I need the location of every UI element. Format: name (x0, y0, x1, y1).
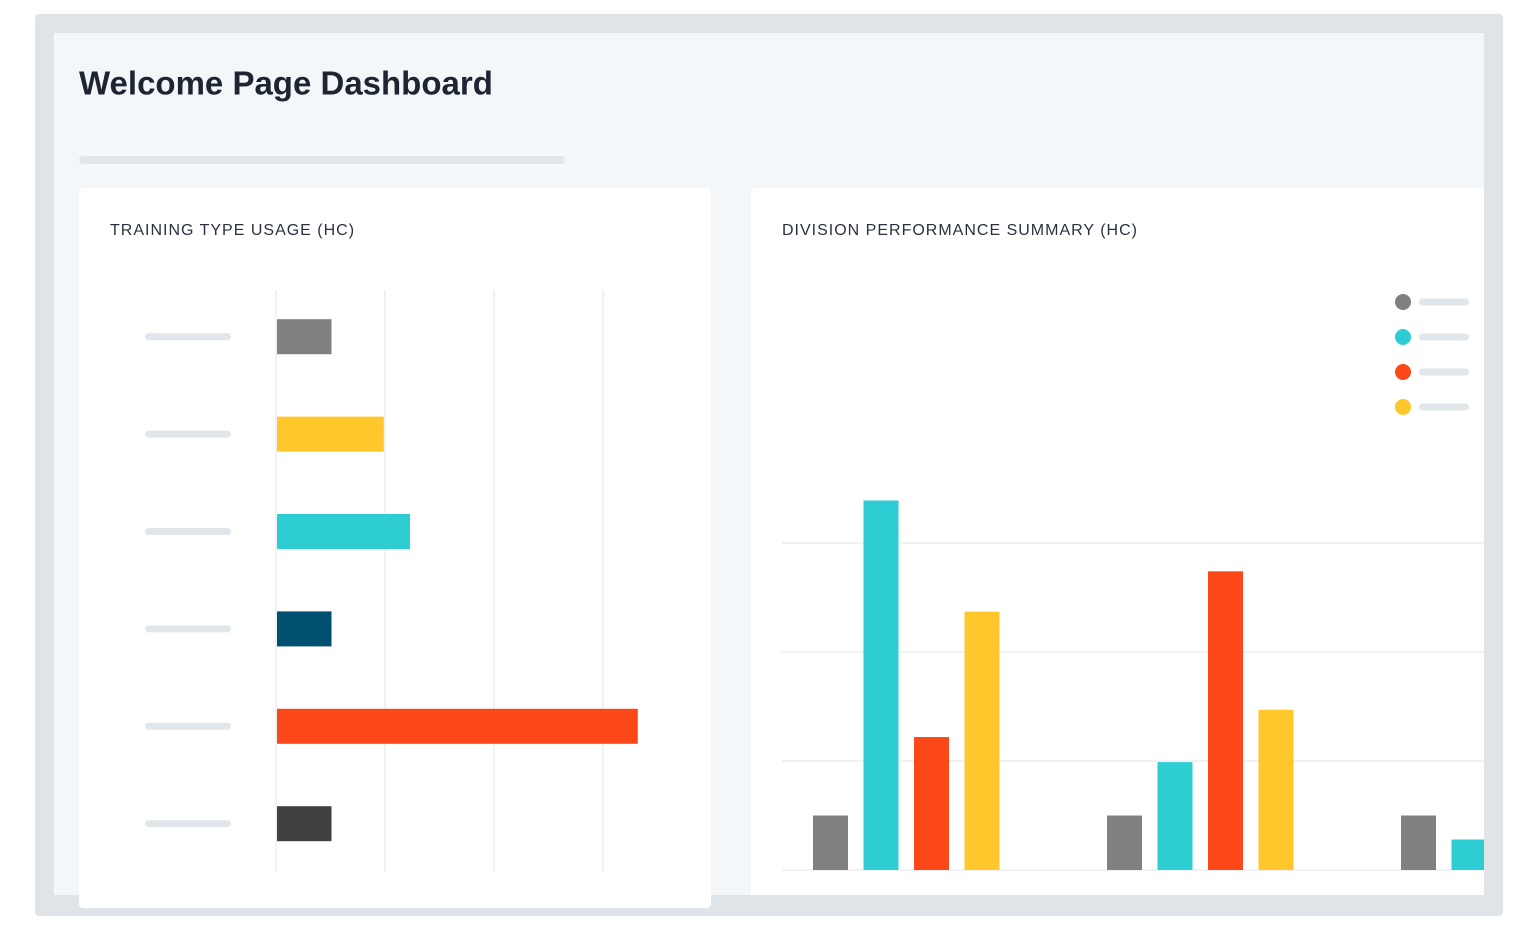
card (751, 188, 1484, 895)
label-placeholder (145, 430, 231, 438)
bar (277, 319, 332, 355)
bar (1258, 709, 1294, 870)
bar (277, 611, 332, 647)
bar (277, 416, 384, 452)
legend-placeholder (1419, 333, 1469, 341)
bar (277, 806, 332, 842)
label-placeholder (145, 625, 231, 633)
chart (145, 290, 638, 872)
bar (1401, 815, 1436, 870)
bar (277, 514, 410, 549)
legend-swatch (1395, 294, 1411, 310)
chart (782, 294, 1484, 871)
legend (1395, 294, 1469, 415)
legend-placeholder (1419, 403, 1469, 411)
placeholder-bar (79, 156, 565, 164)
label-placeholder (145, 528, 231, 535)
bar (863, 500, 899, 870)
bar (964, 611, 1000, 870)
legend-placeholder (1419, 368, 1469, 376)
card-title: DIVISION PERFORMANCE SUMMARY (HC) (782, 222, 1138, 239)
bar (1107, 815, 1142, 870)
card-title: TRAINING TYPE USAGE (HC) (110, 222, 355, 239)
label-placeholder (145, 722, 231, 730)
legend-placeholder (1419, 298, 1469, 306)
legend-swatch (1395, 364, 1411, 380)
bar (277, 708, 638, 744)
legend-swatch (1395, 329, 1411, 345)
bar (1208, 571, 1243, 870)
bar (1157, 762, 1193, 870)
bar (1451, 839, 1484, 870)
label-placeholder (145, 820, 231, 828)
legend-swatch (1395, 399, 1411, 415)
bar (813, 815, 848, 870)
page-title: Welcome Page Dashboard (79, 65, 493, 102)
bar (914, 737, 949, 870)
label-placeholder (145, 333, 231, 341)
